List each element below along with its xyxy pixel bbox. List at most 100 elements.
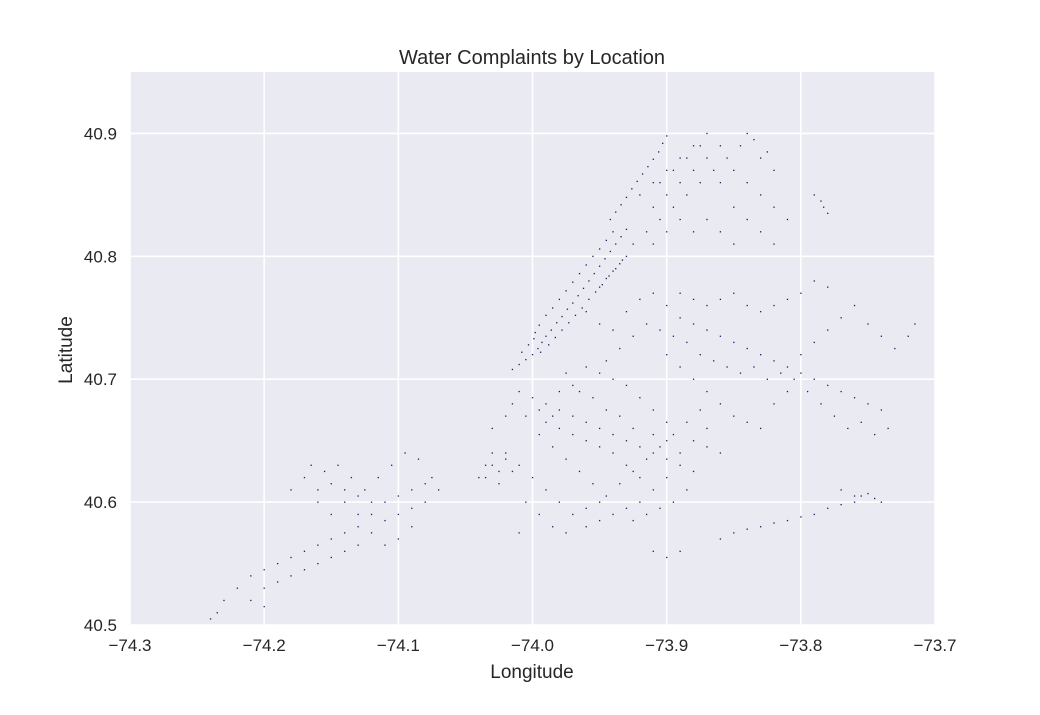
- data-point: [632, 470, 634, 473]
- data-point: [417, 458, 420, 460]
- data-point: [800, 372, 802, 374]
- data-point: [578, 272, 581, 275]
- data-point: [612, 513, 614, 516]
- data-point: [615, 268, 617, 270]
- data-point: [572, 302, 574, 304]
- data-point: [357, 526, 359, 528]
- data-point: [357, 495, 359, 497]
- data-point: [820, 200, 822, 202]
- data-point: [370, 532, 373, 534]
- data-point: [585, 366, 587, 368]
- data-point: [330, 538, 332, 540]
- data-point: [706, 390, 708, 393]
- data-point: [672, 433, 675, 436]
- data-point: [719, 145, 722, 147]
- data-point: [699, 409, 701, 411]
- y-tick-label: 40.9: [84, 124, 117, 143]
- data-point: [686, 421, 688, 423]
- data-point: [699, 145, 701, 147]
- data-point: [713, 360, 715, 362]
- data-point: [759, 157, 762, 159]
- data-point: [615, 211, 617, 213]
- data-point: [786, 519, 789, 522]
- y-tick-label: 40.6: [84, 493, 117, 512]
- data-point: [699, 182, 701, 184]
- data-point: [706, 132, 708, 135]
- data-point: [766, 151, 768, 153]
- data-point: [588, 280, 590, 282]
- data-point: [645, 458, 648, 460]
- data-point: [303, 476, 306, 479]
- x-tick-label: −74.0: [511, 636, 554, 655]
- data-point: [645, 231, 648, 233]
- data-point: [867, 492, 869, 495]
- data-point: [827, 286, 829, 288]
- data-point: [679, 550, 681, 552]
- data-point: [518, 390, 520, 393]
- data-point: [706, 329, 708, 331]
- data-point: [598, 248, 601, 250]
- data-point: [672, 335, 675, 337]
- data-point: [659, 507, 661, 509]
- data-point: [773, 304, 775, 307]
- data-point: [699, 354, 701, 356]
- data-point: [652, 433, 654, 436]
- grid-lines: [129, 72, 936, 626]
- data-point: [672, 206, 675, 208]
- data-point: [223, 599, 225, 602]
- data-point: [733, 341, 735, 344]
- data-point: [612, 231, 614, 233]
- data-point: [594, 291, 597, 293]
- data-point: [337, 464, 339, 466]
- data-point: [679, 292, 681, 294]
- data-point: [303, 569, 306, 571]
- data-point: [572, 281, 574, 283]
- data-point: [598, 323, 601, 325]
- data-point: [666, 556, 668, 559]
- data-point: [625, 196, 628, 199]
- data-point: [666, 458, 668, 460]
- data-point: [585, 264, 587, 266]
- data-point: [847, 427, 849, 430]
- data-point: [652, 182, 654, 184]
- data-point: [539, 351, 542, 353]
- data-point: [598, 427, 601, 430]
- data-point: [558, 298, 561, 301]
- data-point: [773, 206, 775, 208]
- data-point: [746, 304, 748, 307]
- data-point: [679, 452, 681, 454]
- data-point: [424, 501, 426, 503]
- data-point: [773, 522, 775, 524]
- data-point: [552, 307, 554, 309]
- data-point: [666, 421, 668, 423]
- data-point: [853, 304, 856, 307]
- data-point: [679, 464, 681, 466]
- data-point: [620, 204, 622, 206]
- data-point: [612, 433, 614, 436]
- data-point: [538, 433, 540, 436]
- data-point: [827, 212, 829, 215]
- data-point: [659, 329, 661, 331]
- data-point: [686, 194, 688, 196]
- data-point: [652, 158, 654, 160]
- data-point: [666, 440, 668, 442]
- data-point: [686, 341, 688, 344]
- data-point: [631, 188, 633, 190]
- data-point: [773, 403, 775, 405]
- data-point: [498, 470, 500, 473]
- data-point: [840, 489, 842, 491]
- data-point: [572, 415, 574, 417]
- data-point: [317, 489, 319, 491]
- data-point: [662, 142, 664, 144]
- x-tick-label: −74.1: [377, 636, 420, 655]
- data-point: [619, 263, 621, 265]
- data-point: [666, 194, 668, 196]
- data-point: [746, 347, 748, 350]
- data-point: [612, 270, 614, 272]
- data-point: [572, 384, 574, 387]
- data-point: [652, 292, 654, 294]
- data-point: [518, 532, 520, 534]
- data-point: [330, 556, 332, 559]
- data-point: [645, 513, 648, 516]
